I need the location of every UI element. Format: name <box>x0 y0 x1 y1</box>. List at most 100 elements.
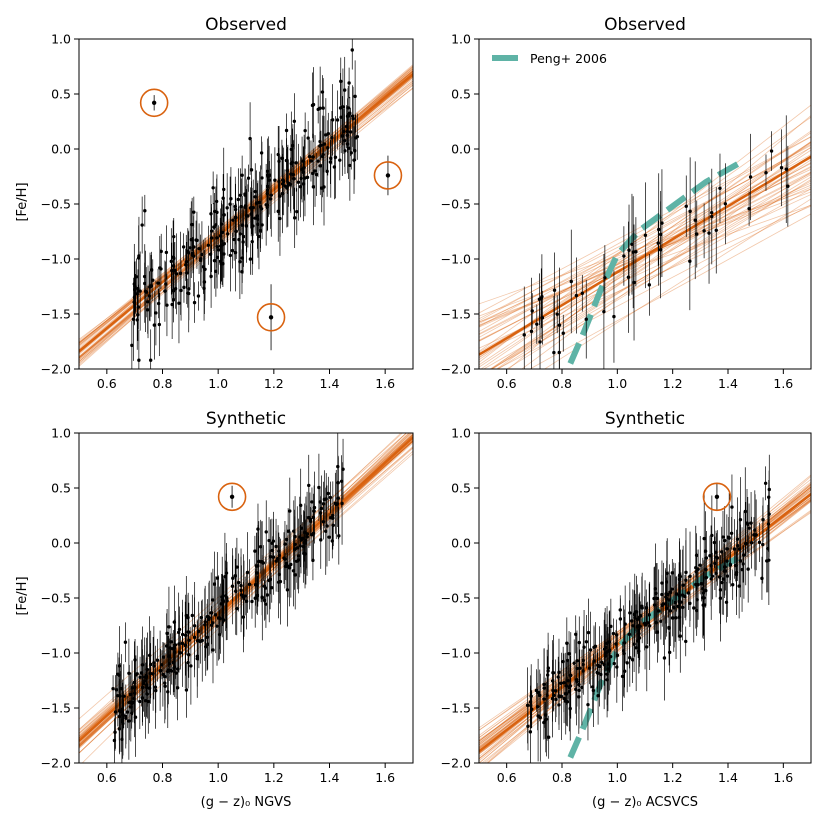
data-point <box>701 603 705 607</box>
data-point <box>559 681 563 685</box>
data-point <box>604 645 608 650</box>
data-point <box>337 534 341 538</box>
data-point <box>211 186 215 190</box>
data-point <box>285 537 289 542</box>
data-point <box>655 596 659 601</box>
data-point <box>669 590 673 594</box>
data-point <box>246 176 251 180</box>
data-point <box>277 553 282 558</box>
outlier-point <box>229 494 235 499</box>
data-point <box>200 638 204 643</box>
data-point <box>307 515 311 520</box>
data-point <box>171 660 175 665</box>
data-point <box>340 134 345 138</box>
data-point <box>769 149 774 153</box>
data-point <box>250 239 254 244</box>
fit-sample-line <box>479 165 811 342</box>
data-point <box>184 688 189 692</box>
data-point <box>665 580 669 584</box>
data-point <box>551 670 555 675</box>
plot-area <box>79 39 413 369</box>
data-point <box>278 579 283 584</box>
data-point <box>289 562 293 567</box>
data-point <box>270 541 274 545</box>
data-point <box>163 289 167 293</box>
data-point <box>574 293 579 298</box>
data-point <box>124 714 128 719</box>
data-point <box>322 497 327 502</box>
data-point <box>176 667 180 671</box>
data-point <box>612 661 616 666</box>
data-point <box>314 172 319 177</box>
data-point <box>269 193 273 197</box>
data-point <box>694 565 698 570</box>
data-point <box>192 245 196 249</box>
data-point <box>668 609 673 613</box>
data-point <box>238 193 243 197</box>
data-point <box>228 202 232 206</box>
data-point <box>196 294 201 298</box>
data-point <box>311 155 315 159</box>
data-point <box>695 232 699 236</box>
data-point <box>757 540 762 545</box>
data-point <box>688 259 692 263</box>
x-tick-label: 1.6 <box>773 376 793 391</box>
data-point <box>657 227 661 232</box>
data-point <box>297 558 301 562</box>
data-point <box>584 640 589 644</box>
data-point <box>747 206 751 211</box>
data-point <box>233 215 238 219</box>
data-point <box>259 545 263 549</box>
data-point <box>214 269 218 274</box>
data-point <box>535 704 540 709</box>
data-point <box>177 642 181 646</box>
y-tick-label: 1.0 <box>451 32 471 47</box>
data-point <box>311 531 316 535</box>
data-point <box>131 317 136 321</box>
data-point <box>233 250 238 255</box>
data-point <box>289 172 293 176</box>
data-point <box>627 632 632 637</box>
data-point <box>295 209 299 214</box>
data-point <box>253 582 258 587</box>
data-point <box>643 623 647 627</box>
data-point <box>557 703 561 707</box>
data-point <box>203 620 207 624</box>
y-tick-label: −1.5 <box>41 307 71 322</box>
y-axis-label-bottom: [Fe/H] <box>15 576 30 615</box>
x-tick-label: 1.4 <box>718 376 738 391</box>
data-point <box>723 202 728 206</box>
data-point <box>220 595 224 599</box>
data-point <box>156 281 160 285</box>
data-point <box>163 674 167 679</box>
data-point <box>144 290 148 294</box>
data-point <box>659 619 663 623</box>
data-point <box>732 547 737 551</box>
data-point <box>123 640 128 644</box>
data-point <box>209 611 213 615</box>
data-point <box>286 181 291 185</box>
data-point <box>350 114 355 118</box>
data-point <box>143 281 147 286</box>
data-point <box>138 289 142 293</box>
data-point <box>350 48 354 52</box>
data-point <box>288 509 292 513</box>
data-point <box>324 133 328 137</box>
data-point <box>215 624 219 628</box>
data-point <box>354 136 358 140</box>
data-point <box>260 223 264 227</box>
data-point <box>677 573 682 577</box>
data-point <box>718 186 722 190</box>
data-point <box>343 149 347 153</box>
data-point <box>289 147 294 152</box>
data-point <box>149 268 154 272</box>
data-point <box>250 599 254 604</box>
data-point <box>264 530 268 534</box>
y-tick-label: −1.0 <box>441 252 471 267</box>
y-tick-label: −2.0 <box>41 756 71 771</box>
data-point <box>222 213 226 217</box>
data-point <box>152 323 157 327</box>
x-tick-label: 0.6 <box>497 376 517 391</box>
data-point <box>265 593 270 597</box>
